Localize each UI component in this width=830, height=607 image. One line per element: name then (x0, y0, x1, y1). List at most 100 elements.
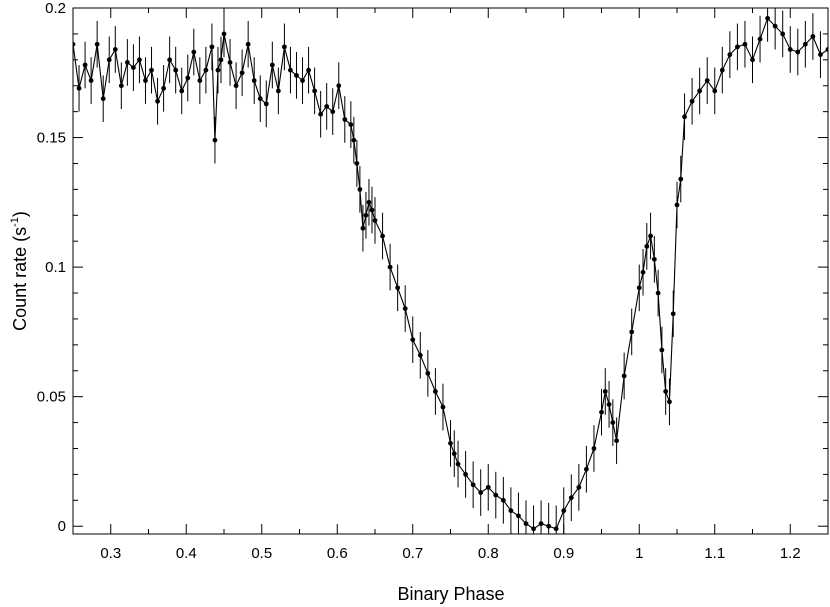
data-point (561, 508, 567, 514)
x-tick-label: 0.8 (478, 545, 499, 562)
data-point (179, 88, 185, 94)
data-point (131, 65, 136, 70)
data-point (94, 41, 100, 47)
data-point (802, 41, 808, 47)
data-point (516, 513, 521, 519)
data-point (197, 78, 203, 83)
data-point (118, 83, 124, 89)
data-point (772, 23, 778, 29)
series-layer (73, 8, 828, 534)
x-tick-label: 0.7 (402, 545, 423, 562)
y-axis-title-main: Count rate (s (10, 227, 30, 331)
data-point (523, 521, 529, 527)
data-point (674, 202, 680, 208)
data-point (568, 495, 574, 501)
x-tick-label: 1.2 (780, 545, 801, 562)
data-point (500, 497, 506, 503)
data-point (191, 49, 197, 55)
data-point (818, 52, 823, 58)
data-point (591, 446, 597, 451)
data-point (576, 484, 582, 490)
data-point (360, 225, 366, 231)
data-point (629, 329, 635, 335)
data-point (288, 67, 293, 73)
data-point (348, 122, 354, 128)
data-point (106, 57, 112, 63)
data-point (395, 285, 401, 291)
data-point (742, 41, 748, 47)
data-point (735, 44, 740, 50)
data-point (369, 207, 375, 213)
data-point (795, 49, 801, 55)
data-point (76, 85, 82, 91)
data-point (636, 285, 642, 291)
data-point (682, 114, 687, 120)
data-point (203, 67, 209, 73)
data-point (410, 337, 416, 343)
data-point (610, 420, 616, 425)
data-point (719, 67, 725, 73)
x-tick-label: 0.6 (327, 545, 348, 562)
data-point (112, 47, 118, 52)
data-point (282, 44, 287, 50)
data-point (599, 409, 604, 415)
data-point (221, 31, 227, 37)
data-point (659, 347, 665, 353)
data-point (137, 57, 142, 63)
x-axis-title: Binary Phase (397, 584, 504, 604)
data-point (750, 57, 755, 63)
data-point (306, 67, 311, 73)
data-point (318, 111, 324, 117)
data-point (640, 269, 646, 275)
data-point (263, 101, 269, 107)
data-point (143, 78, 148, 83)
y-tick-label: 0.1 (45, 259, 66, 276)
data-point (644, 243, 650, 249)
data-point (251, 78, 257, 83)
data-point (810, 34, 816, 39)
data-point (209, 44, 215, 50)
data-point (712, 88, 718, 94)
data-point (704, 78, 710, 83)
data-point (425, 370, 431, 376)
data-point (651, 256, 657, 262)
data-point (485, 484, 491, 490)
data-point (433, 389, 438, 394)
data-point (372, 218, 378, 223)
data-point (366, 199, 372, 205)
x-tick-label: 0.9 (553, 545, 574, 562)
data-point (173, 67, 179, 73)
data-point (493, 492, 499, 498)
data-point (689, 98, 695, 104)
data-point (780, 31, 786, 37)
x-tick-label: 1 (635, 545, 643, 562)
x-tick-label: 1.1 (704, 545, 725, 562)
data-point (463, 472, 468, 477)
data-point (584, 466, 589, 472)
data-point (73, 41, 76, 47)
data-point (167, 57, 173, 63)
y-tick-label: 0.15 (37, 130, 66, 147)
data-point (354, 161, 360, 166)
y-axis-title: Count rate (s-1) (9, 211, 30, 331)
data-point (294, 72, 299, 78)
data-point (239, 70, 245, 76)
ticks-layer: 0.3 0.4 0.5 0.6 0.7 0.8 0.9 1 1.1 1.2 0 0.05 0.1 0.15… (37, 0, 829, 562)
data-point (357, 186, 363, 192)
data-point (336, 83, 342, 89)
data-point (351, 137, 357, 143)
data-point (531, 526, 536, 532)
data-point (212, 137, 218, 143)
x-tick-label: 0.3 (100, 545, 121, 562)
data-point (455, 461, 461, 467)
y-tick-label: 0.05 (37, 389, 66, 406)
series-line (73, 17, 828, 530)
data-point (215, 67, 221, 73)
y-axis-title-superscript: -1 (9, 217, 21, 227)
data-point (553, 526, 559, 532)
data-point (88, 78, 94, 83)
data-point (149, 67, 154, 73)
data-point (161, 85, 167, 91)
data-point (757, 36, 763, 42)
